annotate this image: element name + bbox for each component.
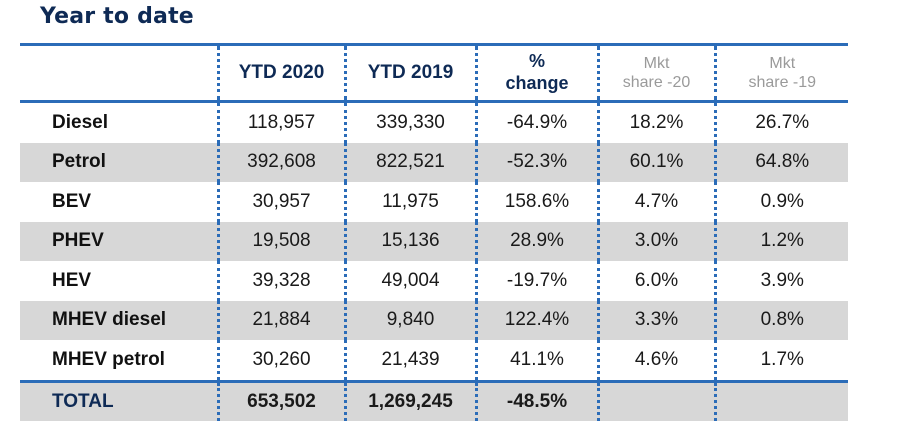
cell-share19: 1.7% [713, 340, 848, 383]
cell-ytd2019: 339,330 [343, 100, 476, 143]
total-ytd2019: 1,269,245 [343, 381, 476, 421]
row-label: Petrol [20, 142, 218, 182]
cell-ytd2019: 822,521 [343, 142, 476, 182]
header-pct-line1: % [528, 51, 545, 72]
cell-change: 122.4% [474, 300, 598, 340]
header-mkt20-line2: share -20 [622, 74, 691, 91]
cell-change: -52.3% [474, 142, 598, 182]
table-row: MHEV petrol 30,260 21,439 41.1% 4.6% 1.7… [20, 340, 848, 383]
cell-share20: 3.0% [596, 221, 715, 261]
cell-share19: 1.2% [713, 221, 848, 261]
cell-ytd2020: 19,508 [216, 221, 345, 261]
row-label: MHEV petrol [20, 340, 218, 383]
cell-ytd2019: 11,975 [343, 182, 476, 222]
header-mkt19-line1: Mkt [769, 54, 796, 72]
header-mkt20-line1: Mkt [643, 54, 670, 72]
header-mkt-share-20: Mkt share -20 [596, 46, 715, 102]
header-row: YTD 2020 YTD 2019 % change Mkt share -20… [20, 46, 848, 102]
cell-ytd2020: 30,260 [216, 340, 345, 383]
cell-ytd2019: 21,439 [343, 340, 476, 383]
table-row: HEV 39,328 49,004 -19.7% 6.0% 3.9% [20, 261, 848, 301]
table-row: PHEV 19,508 15,136 28.9% 3.0% 1.2% [20, 221, 848, 261]
total-label: TOTAL [20, 381, 218, 421]
total-row: TOTAL 653,502 1,269,245 -48.5% [20, 381, 848, 421]
header-pct-line2: change [505, 73, 569, 93]
cell-ytd2020: 30,957 [216, 182, 345, 222]
header-blank [20, 46, 218, 102]
header-pct-change: % change [474, 46, 598, 102]
row-label: BEV [52, 190, 92, 212]
cell-share19: 26.7% [713, 100, 848, 143]
cell-ytd2019: 49,004 [343, 261, 476, 301]
total-share20 [596, 381, 715, 421]
header-ytd-2020: YTD 2020 [216, 46, 345, 102]
cell-share20: 6.0% [596, 261, 715, 301]
cell-share20: 3.3% [596, 300, 715, 340]
cell-ytd2020: 21,884 [216, 300, 345, 340]
cell-share20: 18.2% [596, 100, 715, 143]
cell-change: 41.1% [474, 340, 598, 383]
cell-change: 158.6% [474, 182, 598, 222]
cell-share19: 64.8% [713, 142, 848, 182]
header-ytd-2019: YTD 2019 [343, 46, 476, 102]
row-label: MHEV diesel [20, 300, 218, 340]
cell-ytd2020: 392,608 [216, 142, 345, 182]
total-ytd2020: 653,502 [216, 381, 345, 421]
cell-share20: 60.1% [596, 142, 715, 182]
row-label: Diesel [20, 100, 218, 143]
cell-change: 28.9% [474, 221, 598, 261]
header-mkt-share-19: Mkt share -19 [713, 46, 848, 102]
cell-share19: 3.9% [713, 261, 848, 301]
cell-share19: 0.9% [713, 182, 848, 222]
table-body: Diesel 118,957 339,330 -64.9% 18.2% 26.7… [20, 100, 848, 421]
cell-ytd2020: 39,328 [216, 261, 345, 301]
table-row: Diesel 118,957 339,330 -64.9% 18.2% 26.7… [20, 100, 848, 143]
header-mkt19-line2: share -19 [748, 74, 817, 91]
cell-change: -19.7% [474, 261, 598, 301]
cell-share19: 0.8% [713, 300, 848, 340]
table-row: MHEV diesel 21,884 9,840 122.4% 3.3% 0.8… [20, 300, 848, 340]
ytd-table-container: YTD 2020 YTD 2019 % change Mkt share -20… [20, 43, 848, 421]
page-title: Year to date [40, 4, 194, 29]
total-change: -48.5% [474, 381, 598, 421]
table-row: BEV 30,957 11,975 158.6% 4.7% 0.9% [20, 182, 848, 222]
row-label: HEV [52, 269, 92, 291]
cell-change: -64.9% [474, 100, 598, 143]
table-header: YTD 2020 YTD 2019 % change Mkt share -20… [20, 46, 848, 102]
table-row: Petrol 392,608 822,521 -52.3% 60.1% 64.8… [20, 142, 848, 182]
cell-ytd2020: 118,957 [216, 100, 345, 143]
cell-share20: 4.7% [596, 182, 715, 222]
cell-ytd2019: 15,136 [343, 221, 476, 261]
ytd-table: YTD 2020 YTD 2019 % change Mkt share -20… [20, 46, 848, 421]
cell-share20: 4.6% [596, 340, 715, 383]
total-share19 [713, 381, 848, 421]
cell-ytd2019: 9,840 [343, 300, 476, 340]
table-top-rule [20, 43, 848, 46]
row-label: PHEV [20, 221, 218, 261]
